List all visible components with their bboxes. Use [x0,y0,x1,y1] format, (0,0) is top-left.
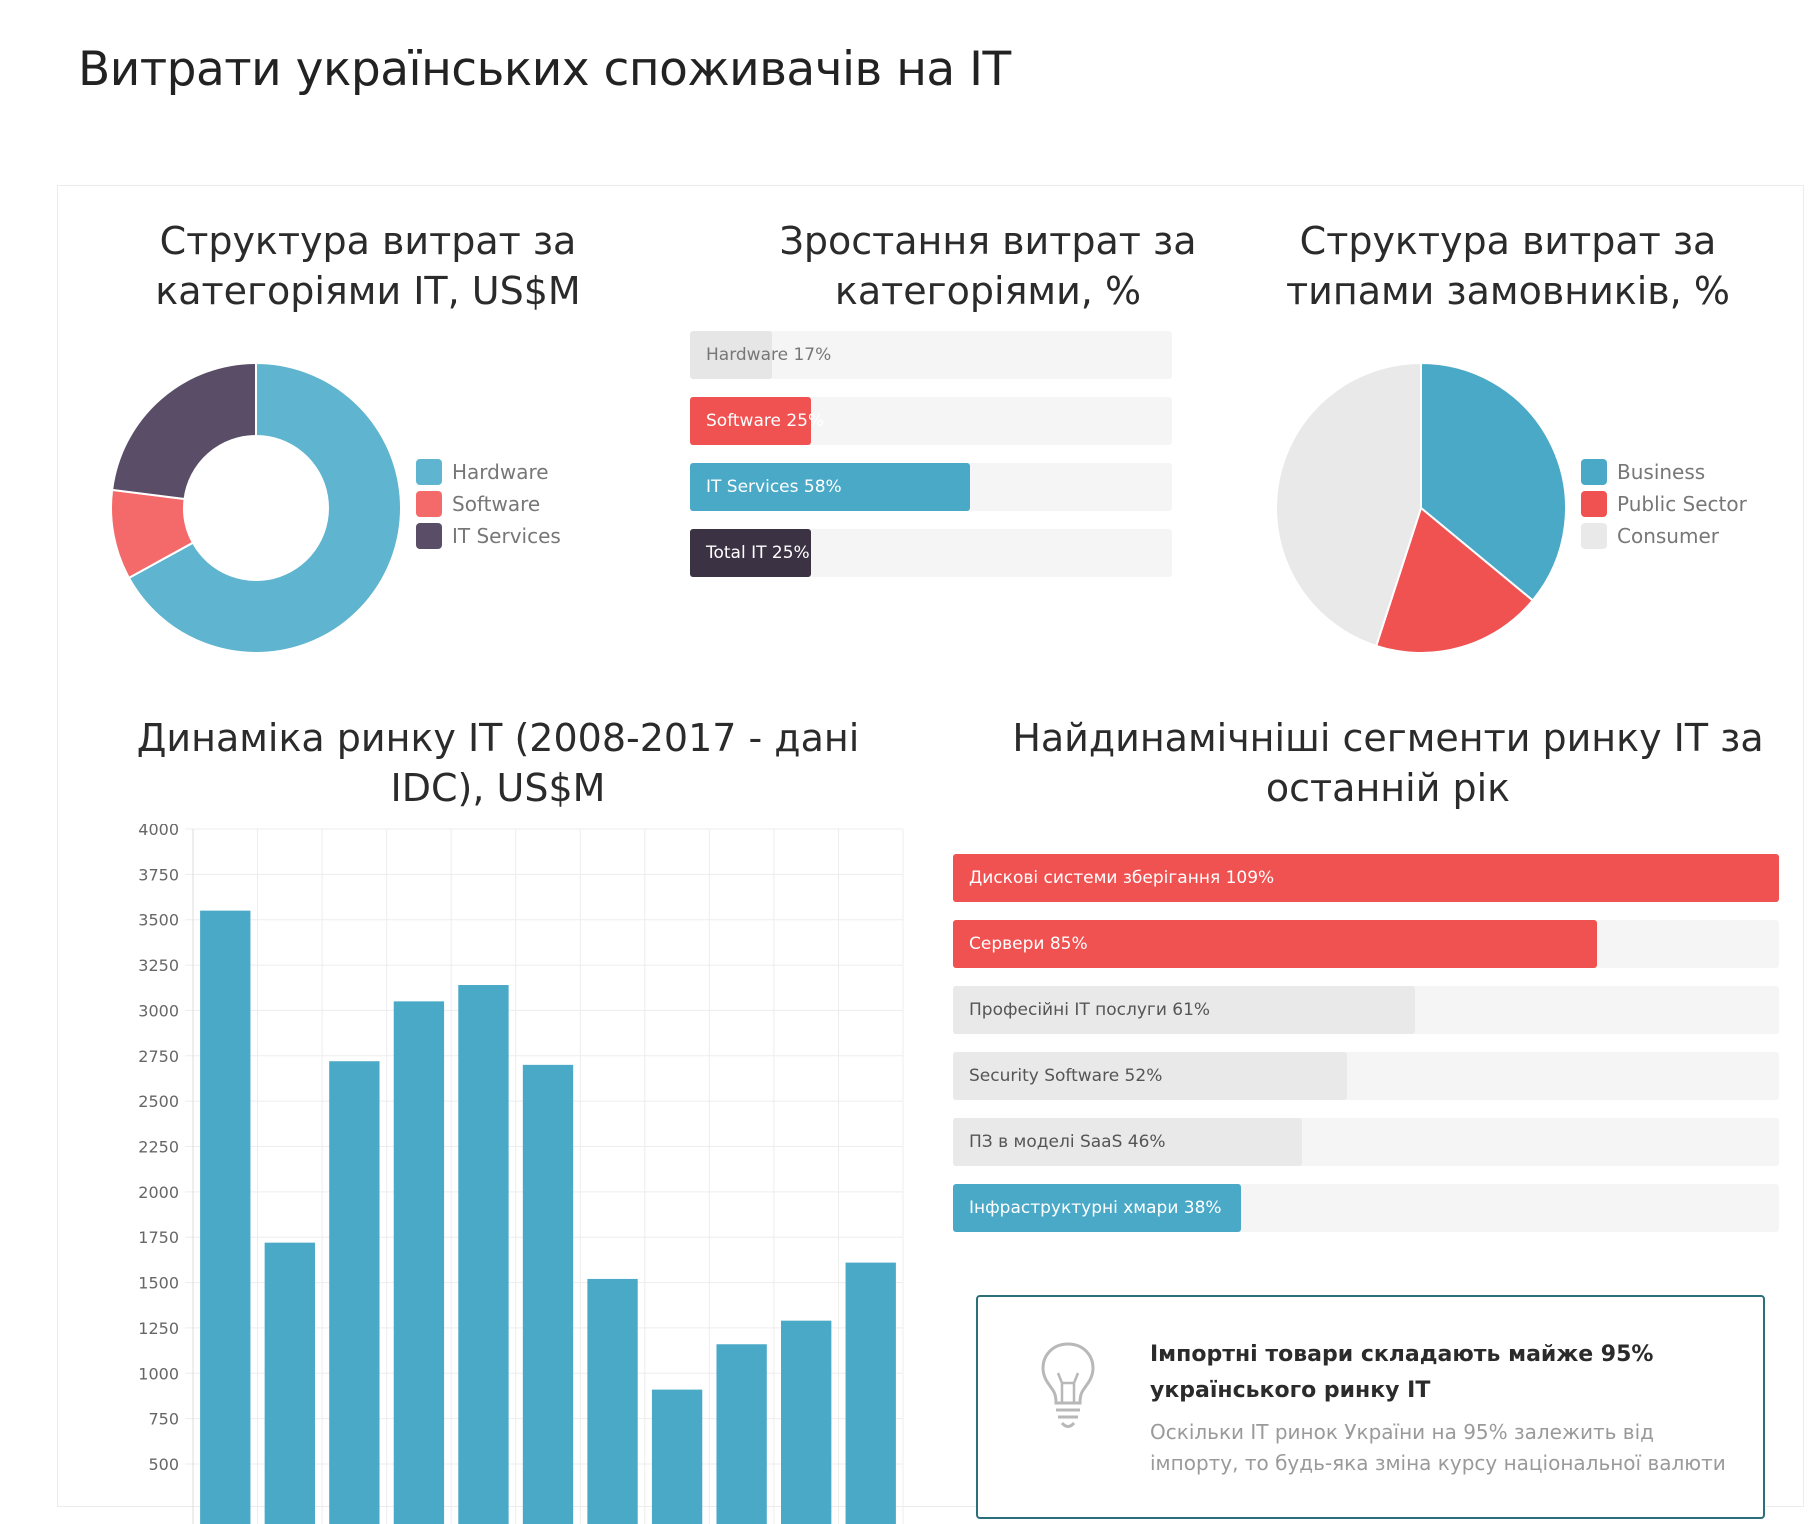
segment-bar-fill [953,986,1416,1034]
legend-swatch [416,459,442,485]
y-tick-label: 3500 [138,911,179,930]
legend-label: IT Services [452,524,561,548]
customer-legend-item-public-sector[interactable]: Public Sector [1581,488,1747,520]
growth-bar-fill [690,463,970,511]
market-bar [587,1278,638,1524]
lightbulb-icon [1041,1342,1095,1428]
legend-label: Software [452,492,541,516]
segment-bar-пз-в-моделі-saas: ПЗ в моделі SaaS 46% [953,1118,1779,1166]
y-tick-label: 1000 [138,1364,179,1383]
y-tick-label: 3000 [138,1001,179,1020]
segment-bar-fill [953,854,1779,902]
category-legend-item-it-services[interactable]: IT Services [416,520,561,552]
segment-bar-label: Security Software 52% [969,1066,1163,1086]
growth-bar-software: Software 25% [690,397,1172,445]
growth-bar-label: Hardware 17% [706,345,832,365]
category-slice-hardware [127,361,402,654]
y-tick-label: 1500 [138,1274,179,1293]
market-bar [651,1389,703,1524]
customer-legend-item-business[interactable]: Business [1581,456,1747,488]
y-tick-label: 500 [148,1455,179,1474]
callout-title: Імпортні товари складають майже 95% укра… [1150,1342,1654,1403]
category-doughnut-chart [110,361,402,654]
y-tick-label: 2000 [138,1183,179,1202]
legend-label: Public Sector [1617,492,1747,516]
customer-legend: Business Public Sector Consumer [1581,456,1747,552]
market-bar [522,1064,574,1524]
growth-bar-total-it: Total IT 25% [690,529,1172,577]
legend-swatch [1581,523,1607,549]
segment-bar-security-software: Security Software 52% [953,1052,1779,1100]
segment-bar-fill [953,920,1598,968]
y-tick-label: 3250 [138,956,179,975]
customer-types-title: Структура витрат за типами замовників, % [1286,219,1730,313]
growth-bar-hardware: Hardware 17% [690,331,1172,379]
market-bar [200,910,251,1524]
page-title: Витрати українських споживачів на IT [78,42,1011,97]
customer-pie-chart [1275,361,1567,654]
y-tick-label: 2250 [138,1138,179,1157]
legend-swatch [1581,491,1607,517]
legend-label: Consumer [1617,524,1719,548]
market-bar [393,1001,445,1524]
segment-bar-професійні-it-послуги: Професійні IT послуги 61% [953,986,1779,1034]
import-callout: Імпортні товари складають майже 95% укра… [976,1295,1765,1519]
segment-bar-label: Сервери 85% [969,934,1088,954]
growth-bar-fill [690,397,811,445]
segment-bar-інфраструктурні-хмари: Інфраструктурні хмари 38% [953,1184,1779,1232]
market-bar [781,1320,832,1524]
growth-bar-fill [690,331,772,379]
growth-bar-fill [690,529,811,577]
charts-panel: Структура витрат за категоріями IT, US$M… [57,185,1804,1524]
market-bar [716,1344,767,1524]
legend-label: Hardware [452,460,549,484]
segment-bar-fill [953,1118,1302,1166]
segment-bar-label: ПЗ в моделі SaaS 46% [969,1132,1166,1152]
market-bar [329,1061,380,1524]
y-tick-label: 2500 [138,1092,179,1111]
segment-bar-label: Інфраструктурні хмари 38% [969,1198,1222,1218]
market-dynamics-bar-chart: 4000 3750 3500 3250 3000 2750 2500 2250 2000 1750… [138,824,904,1524]
growth-bar-it-services: IT Services 58% [690,463,1172,511]
customer-slice-business [1420,361,1567,602]
legend-swatch [416,523,442,549]
category-legend-item-software[interactable]: Software [416,488,561,520]
y-tick-label: 750 [148,1410,179,1429]
customer-legend-item-consumer[interactable]: Consumer [1581,520,1747,552]
growth-bar-label: IT Services 58% [706,477,842,497]
growth-bar-label: Total IT 25% [706,543,810,563]
growth-title: Зростання витрат за категоріями, % [779,219,1197,313]
category-legend-item-hardware[interactable]: Hardware [416,456,561,488]
segments-title: Найдинамічніші сегменти ринку IT за оста… [1012,716,1764,810]
growth-bar-label: Software 25% [706,411,825,431]
customer-slice-consumer [1275,361,1422,648]
y-tick-label: 3750 [138,865,179,884]
segment-bar-label: Професійні IT послуги 61% [969,1000,1211,1020]
legend-swatch [1581,459,1607,485]
legend-label: Business [1617,460,1706,484]
y-tick-label: 4000 [138,824,179,839]
y-tick-label: 2750 [138,1047,179,1066]
customer-slice-public-sector [1374,506,1535,654]
category-legend: Hardware Software IT Services [416,456,561,552]
y-tick-label: 1750 [138,1228,179,1247]
category-slice-it-services [111,361,257,501]
segment-bar-label: Дискові системи зберігання 109% [969,868,1275,888]
y-tick-label: 1250 [138,1319,179,1338]
legend-swatch [416,491,442,517]
segment-bar-fill [953,1184,1241,1232]
market-bar [458,985,509,1524]
segment-bar-fill [953,1052,1348,1100]
callout-text: Оскільки IT ринок України на 95% залежит… [1150,1420,1726,1475]
market-bar [845,1262,896,1524]
category-spending-title: Структура витрат за категоріями IT, US$M [155,219,581,313]
segment-bar-дискові-системи-зберігання: Дискові системи зберігання 109% [953,854,1779,902]
market-bar [264,1242,315,1524]
market-dynamics-title: Динаміка ринку IT (2008-2017 - дані IDC)… [136,716,860,810]
segment-bar-сервери: Сервери 85% [953,920,1779,968]
